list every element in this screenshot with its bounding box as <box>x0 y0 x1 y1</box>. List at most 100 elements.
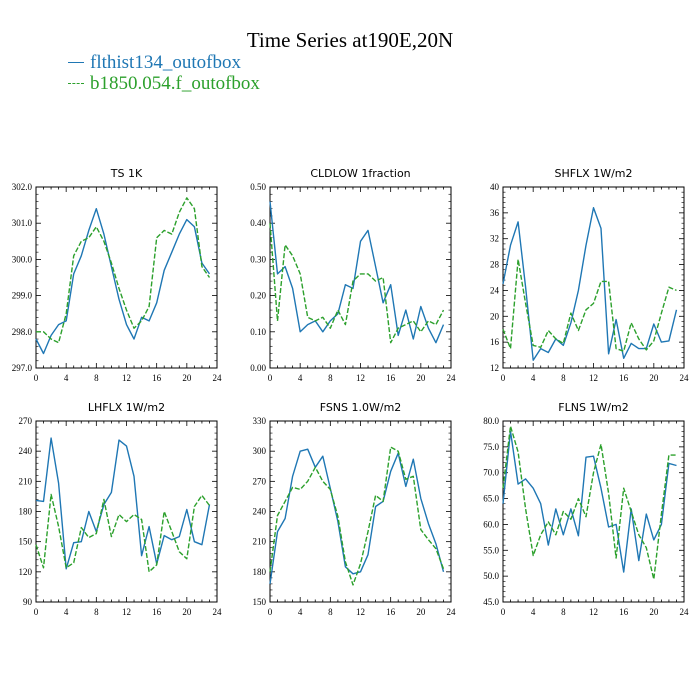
y-tick-label: 24 <box>490 285 500 295</box>
plot-frame <box>269 186 452 369</box>
series-line-flthist134 <box>502 206 678 361</box>
series-line-b1850 <box>502 258 677 352</box>
panel-title: CLDLOW 1fraction <box>310 167 410 180</box>
y-tick-label: 299.0 <box>12 291 33 301</box>
x-tick-label: 24 <box>680 607 690 617</box>
x-tick-label: 20 <box>182 607 192 617</box>
panel-2: CLDLOW 1fraction 0 4 8 12 16 20 24 0.00 0.10 0.20 0… <box>250 167 456 383</box>
x-tick-label: 0 <box>268 607 273 617</box>
x-tick-label: 24 <box>213 607 223 617</box>
x-tick-label: 12 <box>356 373 365 383</box>
y-tick-label: 16 <box>490 337 500 347</box>
x-tick-label: 8 <box>328 373 333 383</box>
y-tick-label: 28 <box>490 260 500 270</box>
y-tick-label: 70.0 <box>483 468 499 478</box>
x-tick-label: 4 <box>298 607 303 617</box>
y-tick-label: 210 <box>253 537 267 547</box>
x-tick-label: 12 <box>122 607 131 617</box>
x-tick-label: 24 <box>213 373 223 383</box>
y-tick-label: 297.0 <box>12 363 33 373</box>
x-tick-label: 20 <box>649 607 659 617</box>
y-tick-label: 0.50 <box>250 182 266 192</box>
y-tick-label: 75.0 <box>483 442 499 452</box>
y-tick-label: 150 <box>19 537 33 547</box>
y-tick-label: 300.0 <box>12 254 33 264</box>
y-tick-label: 12 <box>490 363 499 373</box>
x-tick-label: 4 <box>64 373 69 383</box>
y-tick-label: 0.00 <box>250 363 266 373</box>
x-tick-label: 8 <box>561 373 566 383</box>
x-tick-label: 20 <box>416 373 426 383</box>
panel-title: SHFLX 1W/m2 <box>554 167 632 180</box>
y-tick-label: 20 <box>490 311 500 321</box>
panel-5: FSNS 1.0W/m2 0 4 8 12 16 20 24 150 180 210 240 270 30… <box>253 401 457 617</box>
panel-title: FLNS 1W/m2 <box>558 401 628 414</box>
x-tick-label: 16 <box>152 607 162 617</box>
y-tick-label: 60.0 <box>483 519 499 529</box>
plot-frame <box>502 186 685 369</box>
series-line-flthist134 <box>35 207 211 355</box>
x-tick-label: 20 <box>416 607 426 617</box>
y-tick-label: 330 <box>253 416 267 426</box>
x-tick-label: 16 <box>386 607 396 617</box>
x-tick-label: 0 <box>268 373 273 383</box>
series-line-b1850 <box>502 425 677 580</box>
legend-item-flthist134: flthist134_outofbox <box>68 52 241 74</box>
panel-title: TS 1K <box>110 167 143 180</box>
x-tick-label: 4 <box>531 607 536 617</box>
x-tick-label: 24 <box>447 373 457 383</box>
x-tick-label: 0 <box>501 373 506 383</box>
series-line-flthist134 <box>502 430 677 573</box>
panel-title: FSNS 1.0W/m2 <box>320 401 402 414</box>
y-tick-label: 302.0 <box>12 182 33 192</box>
x-tick-label: 8 <box>328 607 333 617</box>
y-tick-label: 36 <box>490 208 500 218</box>
x-tick-label: 0 <box>34 607 39 617</box>
y-tick-label: 0.30 <box>250 254 266 264</box>
y-tick-label: 240 <box>253 507 267 517</box>
series-line-b1850 <box>269 223 445 344</box>
y-tick-label: 120 <box>19 567 33 577</box>
legend-line-solid-icon <box>68 62 84 64</box>
series-line-b1850 <box>269 446 445 586</box>
y-tick-label: 0.40 <box>250 218 266 228</box>
panel-3: SHFLX 1W/m2 0 4 8 12 16 20 24 12 16 20 24 28 32 36 40 <box>490 167 689 383</box>
figure-title: Time Series at190E,20N <box>246 28 454 52</box>
x-tick-label: 24 <box>447 607 457 617</box>
y-tick-label: 50.0 <box>483 571 499 581</box>
y-tick-label: 90 <box>23 597 33 607</box>
legend-line-dashed-icon <box>68 83 84 85</box>
y-tick-label: 270 <box>253 476 267 486</box>
legend-item-b1850: b1850.054.f_outofbox <box>68 73 260 95</box>
y-tick-label: 40 <box>490 182 500 192</box>
series-line-flthist134 <box>35 437 211 570</box>
legend-label: flthist134_outofbox <box>90 52 241 73</box>
y-tick-label: 301.0 <box>12 218 33 228</box>
x-tick-label: 0 <box>34 373 39 383</box>
y-tick-label: 180 <box>253 567 267 577</box>
x-tick-label: 0 <box>501 607 506 617</box>
y-tick-label: 0.20 <box>250 291 266 301</box>
series-line-b1850 <box>36 197 211 344</box>
x-tick-label: 8 <box>561 607 566 617</box>
y-tick-label: 0.10 <box>250 327 266 337</box>
y-tick-label: 32 <box>490 234 499 244</box>
panel-title: LHFLX 1W/m2 <box>88 401 165 414</box>
y-tick-label: 210 <box>19 476 33 486</box>
panel-4: LHFLX 1W/m2 0 4 8 12 16 20 24 90 120 150 180 210 240 2… <box>19 401 223 617</box>
x-tick-label: 16 <box>386 373 396 383</box>
x-tick-label: 16 <box>619 607 629 617</box>
plot-frame <box>269 420 452 603</box>
x-tick-label: 16 <box>152 373 162 383</box>
x-tick-label: 12 <box>356 607 365 617</box>
y-tick-label: 55.0 <box>483 545 499 555</box>
legend-label: b1850.054.f_outofbox <box>90 73 260 94</box>
y-tick-label: 80.0 <box>483 416 499 426</box>
x-tick-label: 4 <box>298 373 303 383</box>
y-tick-label: 150 <box>253 597 267 607</box>
plot-frame <box>502 420 685 603</box>
x-tick-label: 4 <box>531 373 536 383</box>
x-tick-label: 20 <box>182 373 192 383</box>
y-tick-label: 300 <box>253 446 267 456</box>
